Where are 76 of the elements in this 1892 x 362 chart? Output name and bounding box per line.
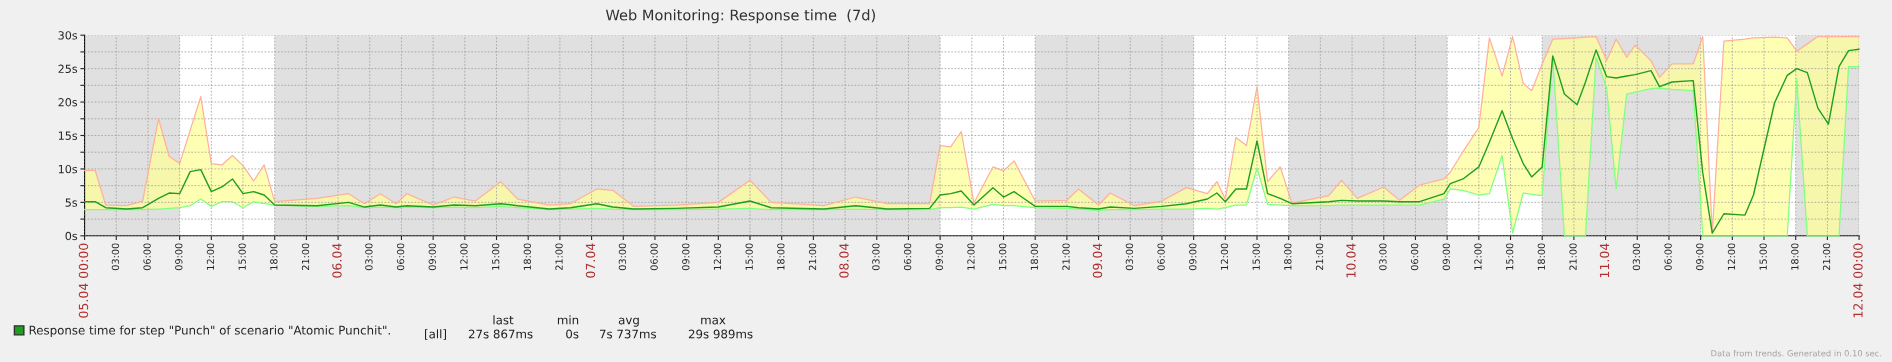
x-tick-label: 21:00 [301,243,310,271]
x-tick-label: 03:00 [365,243,373,271]
x-tick-label: 06:00 [903,243,912,271]
x-tick-label: 03:00 [1125,243,1134,271]
x-tick-label: 18:00 [777,243,785,270]
text: avg [618,317,639,327]
x-tick-label: 12:00 [206,243,215,270]
x-tick-label: 07.04 [585,243,596,278]
x-tick-label: 09:00 [428,243,436,271]
x-tick-label: 09:00 [175,243,183,271]
chart-title: Web Monitoring: Response time (7d) [605,9,875,24]
x-tick-label: 12:00 [713,243,722,270]
x-tick-label: 21:00 [555,243,563,271]
text: 7s 737ms [599,329,657,339]
x-tick-label: 15:00 [491,243,500,270]
x-tick-label: 21:00 [1062,243,1070,271]
x-tick-label: 06:00 [396,243,405,271]
x-tick-label: 21:00 [1822,243,1831,271]
y-tick-label: 10s [58,164,78,174]
x-tick-label: 18:00 [523,243,532,270]
x-tick-label: 12:00 [1727,243,1736,270]
text: max [701,317,726,325]
text: Data from trends. Generated in 0.10 sec. [1711,349,1882,357]
y-tick-label: 15s [58,131,78,140]
x-tick-label: 06:00 [650,243,658,271]
x-tick-label: 18:00 [270,243,278,270]
x-tick-label: 06:00 [1410,243,1419,271]
x-tick-label: 03:00 [618,243,627,271]
x-tick-label: 21:00 [1315,243,1324,271]
text: 0s [566,329,579,339]
text: last [493,315,514,325]
text: 27s 867ms [468,329,533,339]
x-tick-label: 09:00 [1442,243,1450,271]
x-tick-label: 18:00 [1791,243,1799,270]
x-tick-label: 15:00 [1505,243,1514,270]
x-tick-label: 12.04 00:00 [1853,243,1863,318]
x-tick-label: 12:00 [967,243,975,270]
y-tick-label: 5s [65,198,78,207]
x-tick-label: 12:00 [1474,243,1482,270]
x-tick-label: 09:00 [935,243,943,271]
x-tick-label: 15:00 [238,243,246,270]
x-tick-label: 09.04 [1092,243,1103,278]
x-tick-label: 21:00 [808,243,817,271]
x-tick-label: 18:00 [1284,243,1292,270]
text: [all] [425,329,446,340]
x-tick-label: 06:00 [1157,243,1165,271]
x-tick-label: 06:00 [1664,243,1672,271]
x-tick-label: 18:00 [1537,243,1546,270]
x-tick-label: 15:00 [1252,243,1260,270]
x-tick-label: 15:00 [745,243,753,270]
text: min [557,315,579,325]
x-tick-label: 06:00 [143,243,151,271]
x-tick-label: 18:00 [1030,243,1039,270]
x-tick-label: 21:00 [1569,243,1577,271]
y-tick-label: 30s [58,31,78,40]
x-tick-label: 08.04 [839,243,849,278]
legend-label: Response time for step "Punch" of scenario "Atomic Punchit". [29,325,390,337]
x-tick-label: 03:00 [111,243,120,271]
x-tick-label: 05.04 00:00 [78,243,89,318]
x-tick-label: 12:00 [460,243,468,270]
x-tick-label: 09:00 [1189,243,1197,271]
x-tick-label: 10.04 [1346,243,1356,278]
x-tick-label: 09:00 [1696,243,1704,271]
y-tick-label: 20s [58,98,78,107]
x-tick-label: 03:00 [1632,243,1641,271]
text: 29s 989ms [688,329,753,339]
y-tick-label: 0s [65,231,78,241]
x-tick-label: 15:00 [1759,243,1767,270]
x-tick-label: 03:00 [1379,243,1387,271]
x-tick-label: 11.04 [1599,243,1610,278]
y-tick-label: 25s [58,64,78,73]
x-tick-label: 06.04 [332,243,342,278]
x-tick-label: 03:00 [872,243,880,271]
x-tick-label: 09:00 [682,243,690,271]
x-tick-label: 15:00 [998,243,1007,270]
x-tick-label: 12:00 [1220,243,1229,270]
